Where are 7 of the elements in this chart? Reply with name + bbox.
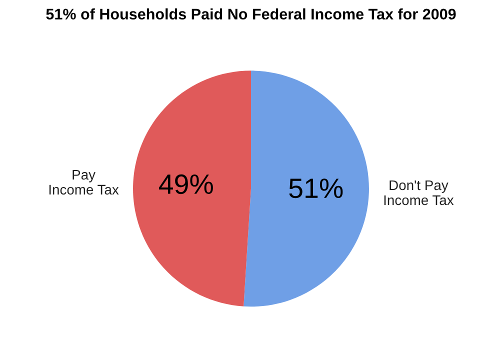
slice-label: Pay Income Tax xyxy=(49,170,119,195)
pie-slice xyxy=(244,70,369,307)
data-label: 49% xyxy=(158,174,213,194)
chart-title: 51% of Households Paid No Federal Income Tax for 2009 xyxy=(46,8,456,20)
pie-slice xyxy=(133,70,251,306)
data-label: 51% xyxy=(289,178,343,198)
slice-label: Don't Pay Income Tax xyxy=(384,180,454,206)
